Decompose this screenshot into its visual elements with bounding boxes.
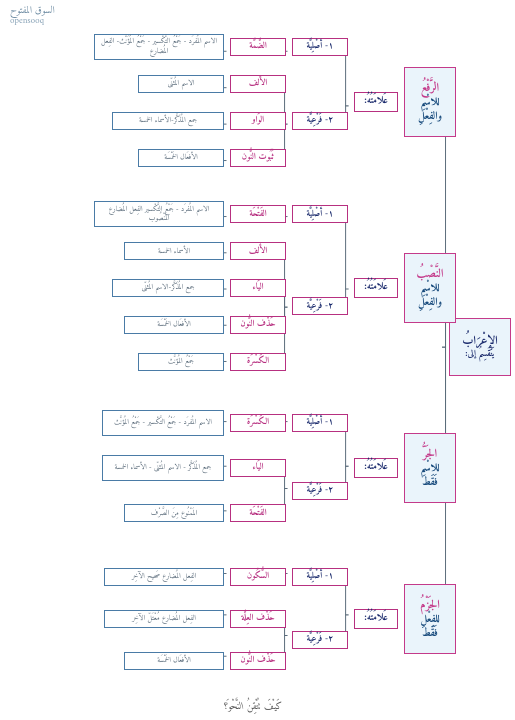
sub-1-0: ١- أصْلِيَّة [292,205,348,223]
page: السوق المفتوح opensooq الإِعْرَابُيَنْقَ… [0,0,515,720]
leaf-3-1: الفِعل المُضارع مُعْتَلّ الآخِر [104,610,224,628]
tree-diagram: الإِعْرَابُيَنْقَسِمُ إلى: الرَّفْعُللاسْ… [4,8,511,698]
mark-0-1: الألف [230,75,286,93]
sub-3-1: ٢- فَرْعِيَّة [292,631,348,649]
mark-2-0: الكَسْرَة [230,414,286,432]
mark-2-1: اليَاء [230,459,286,477]
leaf-1-2: جمع المُذَكَّر-الاسم المُثنّى [112,279,224,297]
sub-0-1: ٢- فَرْعِيَّة [292,112,348,130]
leaf-0-1: الاسم المُثنّى [138,75,224,93]
mark-1-1: الألف [230,242,286,260]
leaf-1-0: الاسم المُفرَد - جَمْعُ التَّكْسير الفِع… [94,201,224,227]
mark-1-4: الكَسْرَة [230,353,286,371]
leaf-1-3: الأفعَال الخَمْسَة [124,316,224,334]
footer: كَيْفَ تُتْقِنُ النَّحْوَ؟ [0,699,511,716]
main-1: النَّصْبُللاسْمِوالفِعْلِ [404,253,456,323]
mid-3: عَلامَتُهُ: [354,609,398,629]
leaf-3-0: الفِعل المُضارع صَحيح الآخِر [104,568,224,586]
mark-1-3: حَذْف النُّون [230,316,286,334]
leaf-0-2: جمع المُذَكَّر-الأسماء الخمسة [112,112,224,130]
main-3: الجَزْمُللفِعْلِفَقَط [404,584,456,654]
mid-0: عَلامَتُهُ: [354,92,398,112]
mark-2-2: الفَتْحَة [230,504,286,522]
mark-3-2: حَذْف النُّون [230,652,286,670]
root-node: الإِعْرَابُيَنْقَسِمُ إلى: [449,318,511,376]
leaf-2-2: المَمْنُوع مِنَ الصَّرْف [124,504,224,522]
mark-1-0: الفَتْحَة [230,205,286,223]
leaf-3-2: الأفعَال الخَمْسَة [124,652,224,670]
leaf-1-4: جَمْعُ المُؤنَّث [138,353,224,371]
sub-0-0: ١- أصْلِيَّة [292,38,348,56]
sub-1-1: ٢- فَرْعِيَّة [292,297,348,315]
main-0: الرَّفْعُللاسْمِوالفِعْلِ [404,67,456,137]
sub-2-1: ٢- فَرْعِيَّة [292,482,348,500]
mark-0-2: الوَاو [230,112,286,130]
mid-1: عَلامَتُهُ: [354,278,398,298]
sub-2-0: ١- أصْلِيَّة [292,414,348,432]
leaf-0-3: الأفعَال الخَمْسَة [138,149,224,167]
sub-3-0: ١- أصْلِيَّة [292,568,348,586]
mark-3-0: السُّكُون [230,568,286,586]
mid-2: عَلامَتُهُ: [354,458,398,478]
leaf-2-1: جمع المُذَكَّر - الاسم المُثنّى - الأسما… [102,455,224,481]
mark-1-2: اليَاء [230,279,286,297]
mark-0-0: الضَّمَّة [230,38,286,56]
leaf-1-1: الأسماء الخمسة [124,242,224,260]
mark-0-3: ثُبُوت النُّون [230,149,286,167]
leaf-0-0: الاسم المُفرَد - جَمْعُ التَّكْسير - جَم… [94,34,224,60]
mark-3-1: حَذْف العِلَّة [230,610,286,628]
leaf-2-0: الاسم المُفرَد - جَمْعُ التَّكْسير - جَم… [102,410,224,436]
main-2: الجَرُّللاسْمِفَقَط [404,433,456,503]
